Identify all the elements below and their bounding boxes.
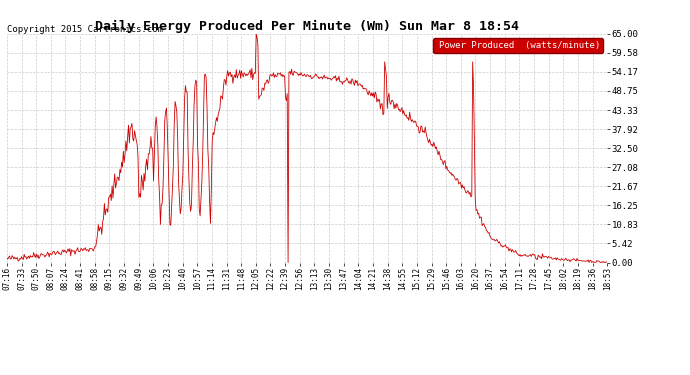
Title: Daily Energy Produced Per Minute (Wm) Sun Mar 8 18:54: Daily Energy Produced Per Minute (Wm) Su… (95, 20, 519, 33)
Legend: Power Produced  (watts/minute): Power Produced (watts/minute) (433, 38, 602, 53)
Text: Copyright 2015 Cartronics.com: Copyright 2015 Cartronics.com (7, 25, 163, 34)
